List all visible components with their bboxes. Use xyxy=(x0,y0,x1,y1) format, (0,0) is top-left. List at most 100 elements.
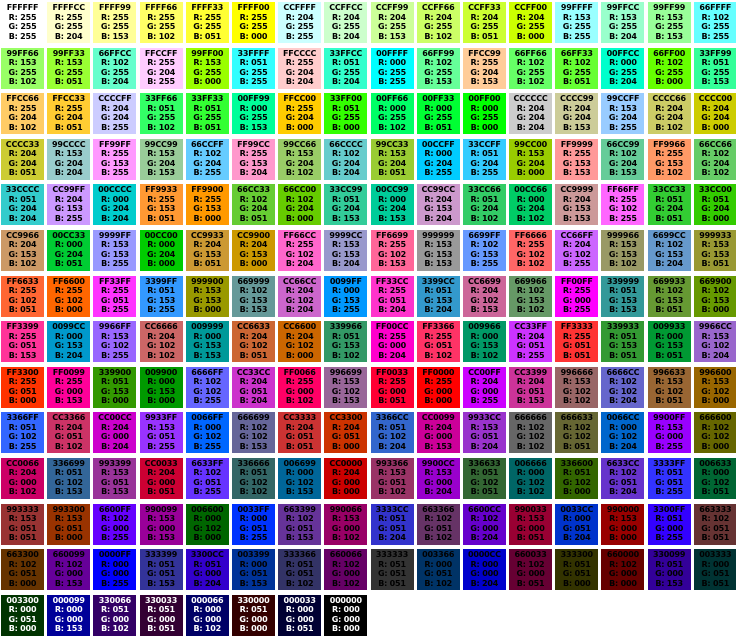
color-swatch-CC0000: CC0000 R: 204 G: 000 B: 000 xyxy=(324,457,368,499)
r-value: R: 204 xyxy=(239,331,268,341)
hex-label: 99CC33 xyxy=(375,139,409,149)
b-value: B: 051 xyxy=(8,533,37,543)
hex-label: 99FF66 xyxy=(6,48,39,58)
r-value: R: 255 xyxy=(285,58,314,68)
hex-label: FFCCFF xyxy=(144,48,178,58)
hex-label: 99FFCC xyxy=(606,3,640,12)
r-value: R: 051 xyxy=(239,468,268,478)
b-value: B: 255 xyxy=(470,168,499,178)
g-value: G: 102 xyxy=(285,477,314,487)
b-value: B: 204 xyxy=(101,213,129,223)
r-value: R: 051 xyxy=(8,194,37,204)
r-value: R: 255 xyxy=(147,12,175,22)
hex-label: 669999 xyxy=(237,276,270,286)
hex-label: CCCC99 xyxy=(560,94,594,104)
hex-label: CCCCFF xyxy=(98,94,132,104)
hex-label: 009966 xyxy=(468,322,501,332)
r-value: R: 051 xyxy=(8,422,37,432)
hex-label: 00CCCC xyxy=(98,185,132,195)
hex-label: CC0066 xyxy=(6,458,39,468)
r-value: R: 000 xyxy=(54,331,83,341)
b-value: B: 204 xyxy=(54,31,83,41)
g-value: G: 204 xyxy=(516,113,545,123)
hex-label: 0033CC xyxy=(560,504,594,514)
r-value: R: 102 xyxy=(516,422,545,432)
r-value: R: 204 xyxy=(655,103,683,113)
hex-label: FF9933 xyxy=(145,185,178,195)
r-value: R: 000 xyxy=(701,468,730,478)
b-value: B: 255 xyxy=(655,533,683,543)
g-value: G: 102 xyxy=(608,204,637,214)
g-value: G: 153 xyxy=(655,249,684,259)
b-value: B: 255 xyxy=(8,441,37,451)
g-value: G: 051 xyxy=(147,569,176,579)
r-value: R: 051 xyxy=(378,559,406,569)
b-value: B: 000 xyxy=(516,31,545,41)
r-value: R: 153 xyxy=(424,240,453,250)
r-value: R: 255 xyxy=(8,103,37,113)
g-value: G: 204 xyxy=(54,113,83,123)
g-value: G: 255 xyxy=(516,22,545,31)
r-value: R: 204 xyxy=(562,194,591,204)
b-value: B: 000 xyxy=(54,305,83,315)
hex-label: 330099 xyxy=(653,550,686,560)
color-swatch-990066: 990066 R: 153 G: 000 B: 102 xyxy=(324,503,368,545)
b-value: B: 255 xyxy=(562,259,591,269)
b-value: B: 051 xyxy=(54,259,83,269)
b-value: B: 255 xyxy=(470,396,499,406)
g-value: G: 204 xyxy=(701,204,730,214)
color-swatch-CC6633: CC6633 R: 204 G: 102 B: 051 xyxy=(231,321,275,363)
hex-label: 00FF66 xyxy=(376,94,408,104)
color-swatch-CC99CC: CC99CC R: 204 G: 153 B: 204 xyxy=(416,184,460,226)
b-value: B: 102 xyxy=(378,487,406,497)
color-swatch-FF33FF: FF33FF R: 255 G: 051 B: 255 xyxy=(93,275,137,317)
color-swatch-663300: 663300 R: 102 G: 051 B: 000 xyxy=(1,549,44,591)
hex-label: CC33FF xyxy=(514,322,547,332)
hex-label: 663333 xyxy=(699,504,732,514)
color-swatch-FF9933: FF9933 R: 255 G: 153 B: 051 xyxy=(139,184,183,226)
color-swatch-33FF99: 33FF99 R: 051 G: 255 B: 153 xyxy=(693,47,736,89)
color-swatch-9900FF: 9900FF R: 153 G: 000 B: 255 xyxy=(647,412,691,454)
hex-label: 3399CC xyxy=(421,276,455,286)
color-swatch-0000FF: 0000FF R: 000 G: 000 B: 255 xyxy=(93,549,137,591)
r-value: R: 255 xyxy=(562,286,591,296)
r-value: R: 204 xyxy=(378,12,406,22)
g-value: G: 102 xyxy=(193,432,222,442)
g-value: G: 051 xyxy=(424,523,453,533)
g-value: G: 153 xyxy=(470,341,499,351)
hex-label: 333300 xyxy=(560,550,593,560)
r-value: R: 102 xyxy=(516,58,545,68)
b-value: B: 255 xyxy=(239,533,268,543)
color-swatch-999900: 999900 R: 153 G: 153 B: 000 xyxy=(185,275,229,317)
g-value: G: 000 xyxy=(470,523,499,533)
g-value: G: 000 xyxy=(54,386,83,396)
g-value: G: 204 xyxy=(608,158,637,168)
b-value: B: 255 xyxy=(54,213,83,223)
hex-label: 66FFFF xyxy=(699,3,732,12)
g-value: G: 102 xyxy=(54,477,83,487)
b-value: B: 153 xyxy=(609,305,637,315)
b-value: B: 153 xyxy=(655,578,683,588)
hex-label: CC6699 xyxy=(467,276,501,286)
b-value: B: 000 xyxy=(655,77,683,87)
hex-label: 00FF00 xyxy=(468,94,501,104)
r-value: R: 204 xyxy=(562,240,591,250)
r-value: R: 102 xyxy=(609,377,637,387)
b-value: B: 000 xyxy=(424,396,452,406)
g-value: G: 153 xyxy=(608,249,637,259)
g-value: G: 204 xyxy=(701,158,730,168)
g-value: G: 102 xyxy=(562,477,591,487)
hex-label: 33FF00 xyxy=(329,94,362,104)
hex-label: FF6699 xyxy=(376,230,408,240)
g-value: G: 255 xyxy=(100,67,129,77)
r-value: R: 153 xyxy=(516,514,545,524)
g-value: G: 204 xyxy=(377,158,407,168)
r-value: R: 000 xyxy=(239,103,268,113)
r-value: R: 153 xyxy=(101,331,129,341)
g-value: G: 102 xyxy=(285,295,314,305)
b-value: B: 000 xyxy=(239,259,268,269)
b-value: B: 102 xyxy=(516,213,545,223)
g-value: G: 051 xyxy=(239,386,268,396)
r-value: R: 204 xyxy=(193,240,222,250)
g-value: G: 153 xyxy=(424,204,453,214)
